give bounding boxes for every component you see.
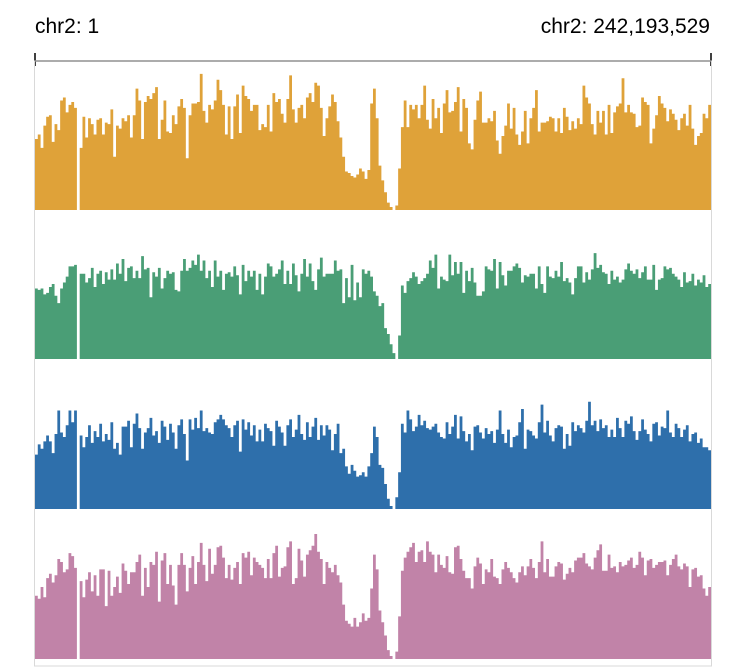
track-panel-border [34,60,712,667]
track-2-area [35,253,711,359]
tracks [35,73,711,659]
track-3-area [35,401,711,509]
chrom-start-label: chr2: 1 [35,15,100,38]
track-4-area [35,534,711,659]
track-1-area [35,73,711,210]
ruler [34,53,712,66]
chrom-end-label: chr2: 242,193,529 [540,15,710,38]
